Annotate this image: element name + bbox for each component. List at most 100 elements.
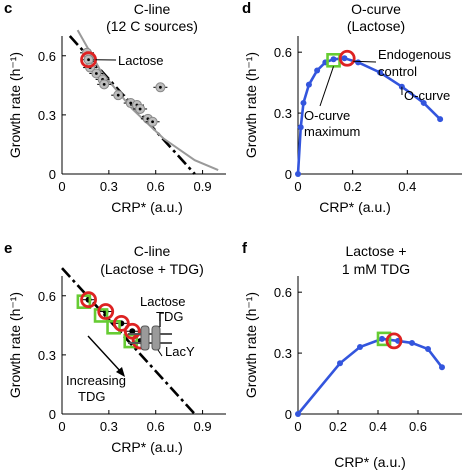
- panel-c-data-point-center: [116, 93, 120, 97]
- panel-c-ylabel: Growth rate (h⁻¹): [7, 52, 23, 158]
- panel-d-plot: 0 0.2 0.4 0 0.3 0.6: [274, 36, 462, 194]
- panel-c-x-tick-label: 0.9: [194, 179, 212, 194]
- panel-f-data-point: [409, 339, 415, 346]
- panel-c-y-tick-label: 0: [49, 167, 56, 182]
- panel-d-xlabel: CRP* (a.u.): [319, 199, 391, 215]
- panel-e-ylabel: Growth rate (h⁻¹): [7, 292, 23, 398]
- panel-e-y-tick-label: 0: [49, 407, 56, 422]
- panel-c-data-point-center: [129, 101, 133, 105]
- panel-e-dashdot-line: [61, 267, 196, 415]
- panel-f: f Lactose + 1 mM TDG Growth rate (h⁻¹) C…: [242, 240, 462, 470]
- panel-f-y-tick-label: 0.3: [274, 346, 292, 361]
- panel-d-data-point: [355, 59, 362, 66]
- panel-e-annot-increasing-tdg: TDG: [78, 389, 105, 404]
- panel-f-plot: 0 0.2 0.4 0.6 0 0.3 0.6: [274, 276, 462, 434]
- panel-d-red-circle-marker: [338, 49, 356, 67]
- panel-c-letter: c: [4, 0, 12, 17]
- panel-d-y-tick-label: 0.6: [274, 45, 292, 60]
- panel-d-subtitle: (Lactose): [347, 18, 405, 34]
- panel-e-title: C-line: [134, 243, 171, 259]
- panel-f-data-point: [295, 411, 301, 417]
- panel-e-y-tick-label: 0.3: [38, 348, 56, 363]
- panel-d-data-point: [341, 55, 348, 62]
- panel-d-annot-maximum: O-curve maximum: [304, 108, 360, 139]
- panel-f-y-tick-label: 0: [285, 407, 292, 422]
- panel-d-pointer-endogenous: [353, 60, 377, 63]
- panel-c-highlight-label: Lactose: [118, 53, 164, 68]
- panel-e-red-circle-marker: [80, 291, 97, 309]
- panel-d-data-point: [437, 116, 444, 123]
- panel-d-data-point: [377, 69, 383, 76]
- panel-c-data-point-center: [151, 120, 154, 124]
- panel-c-plot: 0 0.3 0.6 0.9 0 0.3 0.6: [38, 29, 226, 194]
- increasing-tdg-arrow: [87, 335, 125, 377]
- panel-c-y-tick-label: 0.3: [38, 108, 56, 123]
- panel-f-title: Lactose +: [345, 243, 406, 259]
- panel-f-series-line: [296, 337, 444, 415]
- panel-e-annot-increasing: Increasing: [66, 373, 126, 388]
- panel-e: e C-line (Lactose + TDG) Growth rate (h⁻…: [4, 240, 226, 455]
- panel-c-data-point-center: [87, 58, 90, 62]
- panel-c-title: C-line: [134, 1, 171, 17]
- panel-e-plot: 0 0.3 0.6 0.9 0 0.3 0.6: [38, 267, 226, 434]
- panel-d-data-point: [314, 67, 321, 74]
- panel-d-x-tick-label: 0.4: [398, 179, 416, 194]
- panel-d-y-tick-label: 0: [285, 167, 292, 182]
- panel-d-annot-ocurve: O-curve: [404, 88, 450, 103]
- panel-d-annot-maximum-line1: O-curve: [304, 108, 350, 123]
- panel-e-letter: e: [4, 240, 12, 257]
- lacy-transporter-icon: [128, 312, 172, 357]
- panel-c-x-tick-label: 0: [58, 179, 65, 194]
- panel-f-data-point: [337, 360, 343, 367]
- panel-d-x-tick-label: 0.2: [344, 179, 362, 194]
- panel-c-x-tick-label: 0.6: [147, 179, 165, 194]
- panel-f-x-tick-label: 0.4: [369, 419, 387, 434]
- panel-d-x-tick-label: 0: [294, 179, 301, 194]
- panel-c-subtitle: (12 C sources): [106, 18, 198, 34]
- panel-e-subtitle: (Lactose + TDG): [100, 261, 204, 277]
- panel-c-data-point-center: [102, 82, 106, 86]
- panel-f-data-point: [425, 346, 431, 353]
- panel-c-model-curve: [76, 29, 219, 171]
- panel-d-title: O-curve: [351, 1, 401, 17]
- panel-e-data-point: [129, 328, 136, 335]
- panel-e-red-circle-marker: [97, 303, 115, 320]
- panel-e-green-square-marker: [93, 308, 109, 323]
- panel-d-ylabel: Growth rate (h⁻¹): [243, 52, 259, 158]
- panel-d-pointer-maximum: [319, 66, 335, 107]
- panel-f-ylabel: Growth rate (h⁻¹): [243, 292, 259, 398]
- panel-c-data-point-center: [94, 72, 98, 75]
- panel-d-data-point: [300, 99, 307, 106]
- panel-f-data-point: [439, 364, 445, 371]
- panel-f-green-square-marker: [376, 331, 392, 347]
- panel-c-xlabel: CRP* (a.u.): [111, 199, 183, 215]
- panel-e-annot-lactose: Lactose: [140, 294, 186, 309]
- panel-d-data-point: [295, 171, 301, 177]
- panel-e-x-tick-label: 0: [58, 419, 65, 434]
- panel-d-data-point: [305, 81, 312, 88]
- panel-e-x-tick-label: 0.3: [100, 419, 118, 434]
- panel-f-x-tick-label: 0: [294, 419, 301, 434]
- panel-c-x-tick-label: 0.3: [100, 179, 118, 194]
- panel-d-annot-endogenous: Endogenous: [378, 47, 452, 62]
- panel-e-annot-lacy: LacY: [165, 344, 195, 359]
- panel-f-y-tick-label: 0.6: [274, 285, 292, 300]
- panel-d: d O-curve (Lactose) Growth rate (h⁻¹) CR…: [242, 0, 462, 215]
- panel-e-y-tick-label: 0.6: [38, 289, 56, 304]
- panel-e-x-tick-label: 0.9: [194, 419, 212, 434]
- panel-d-annot-maximum-line2: maximum: [304, 124, 360, 139]
- panel-d-data-point: [330, 56, 337, 63]
- panel-f-xlabel: CRP* (a.u.): [334, 454, 406, 470]
- panel-f-data-point: [357, 344, 363, 350]
- panel-f-red-circle-marker: [385, 332, 403, 350]
- panel-c-data-point-center: [138, 107, 142, 111]
- panel-f-x-tick-label: 0.6: [409, 419, 427, 434]
- panel-c-y-tick-label: 0.6: [38, 49, 56, 64]
- panel-e-xlabel: CRP* (a.u.): [111, 439, 183, 455]
- panel-c: c C-line (12 C sources) Growth rate (h⁻¹…: [4, 0, 226, 215]
- panel-d-y-tick-label: 0.3: [274, 106, 292, 121]
- panel-d-data-point: [420, 99, 427, 106]
- panel-f-letter: f: [242, 240, 248, 257]
- panel-e-red-circle-marker: [112, 314, 130, 332]
